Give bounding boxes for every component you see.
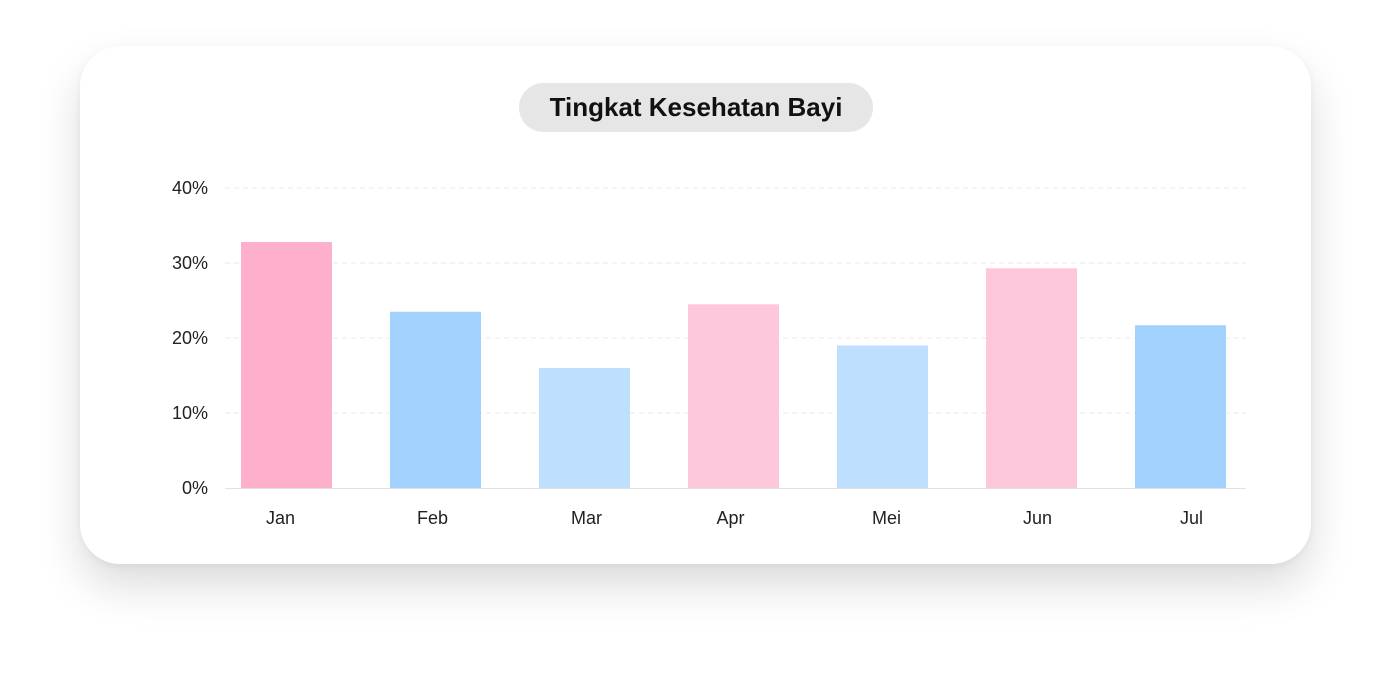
x-tick-label-jan: Jan <box>266 508 295 528</box>
bar-mar <box>539 368 630 488</box>
y-tick-label: 40% <box>172 178 208 198</box>
bar-jul <box>1135 325 1226 488</box>
x-tick-label-mei: Mei <box>872 508 901 528</box>
bar-apr <box>688 304 779 488</box>
bar-mei <box>837 345 928 488</box>
bar-jun <box>986 268 1077 488</box>
chart-title: Tingkat Kesehatan Bayi <box>519 83 873 132</box>
y-axis-ticks: 0% 10% 20% 30% 40% <box>172 178 208 498</box>
x-axis-ticks: Jan Feb Mar Apr Mei Jun Jul <box>266 508 1203 528</box>
bar-jan <box>241 242 332 488</box>
x-tick-label-mar: Mar <box>571 508 602 528</box>
y-tick-label: 20% <box>172 328 208 348</box>
bars <box>241 242 1226 488</box>
x-tick-label-apr: Apr <box>716 508 744 528</box>
y-tick-label: 30% <box>172 253 208 273</box>
y-tick-label: 10% <box>172 403 208 423</box>
y-tick-label: 0% <box>182 478 208 498</box>
bar-feb <box>390 311 481 488</box>
x-tick-label-jun: Jun <box>1023 508 1052 528</box>
x-tick-label-jul: Jul <box>1180 508 1203 528</box>
x-tick-label-feb: Feb <box>417 508 448 528</box>
